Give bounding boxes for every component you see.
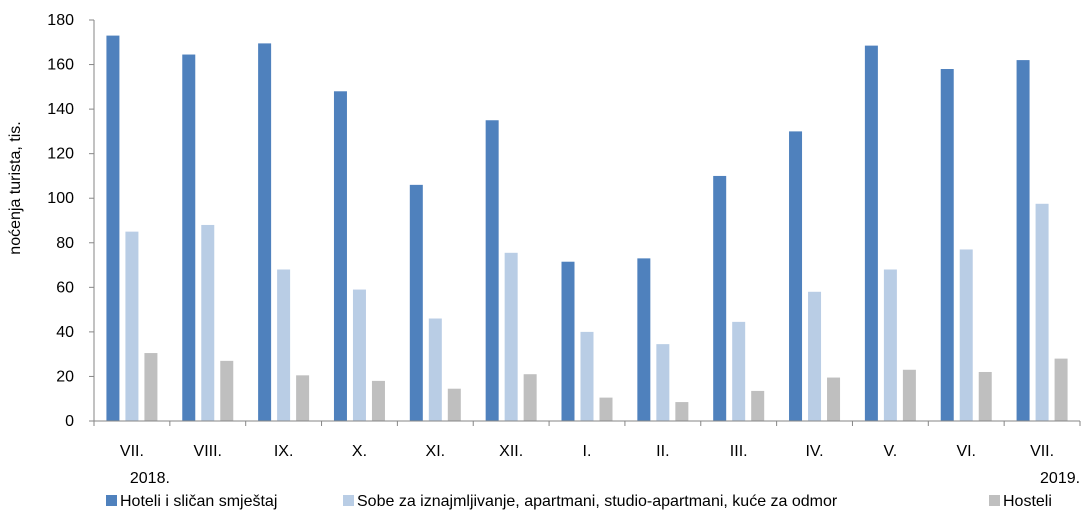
- axes: 0 20 40 60 80 100 120 140 160 180 VII. VIII. IX. X. XI…: [47, 12, 1081, 487]
- bar-series-1: [637, 258, 651, 421]
- y-axis-label: noćenja turista, tis.: [7, 121, 24, 254]
- bar-series-1: [713, 175, 727, 421]
- bar-series-2: [352, 289, 366, 421]
- bar-series-2: [580, 331, 594, 421]
- legend-swatch: [106, 495, 117, 506]
- bar-series-1: [333, 91, 347, 422]
- legend-label: Hoteli i sličan smještaj: [120, 493, 277, 510]
- bar-series-2: [504, 252, 518, 421]
- bar-series-2: [883, 269, 897, 421]
- y-tick-label: 160: [47, 57, 74, 74]
- x-tick-label: I.: [583, 443, 592, 460]
- legend: Hoteli i sličan smještaj Sobe za iznajmlj…: [106, 493, 1052, 510]
- bar-series-2: [959, 249, 973, 421]
- bar-series-3: [751, 390, 765, 421]
- year-label: 2018.: [130, 470, 170, 487]
- bar-series-1: [561, 261, 575, 421]
- bar-series-3: [599, 397, 613, 421]
- bar-series-1: [940, 69, 954, 421]
- plot-area: [106, 35, 1068, 422]
- x-tick-label: IV.: [805, 443, 823, 460]
- x-tick-label: VII.: [120, 443, 144, 460]
- bar-series-1: [1016, 60, 1030, 421]
- bar-series-1: [864, 45, 878, 421]
- bar-series-3: [296, 375, 310, 421]
- bar-series-1: [258, 43, 272, 422]
- x-tick-label: XII.: [499, 443, 523, 460]
- bar-series-3: [1054, 358, 1068, 421]
- y-tick-label: 0: [65, 413, 74, 430]
- bar-series-3: [447, 388, 461, 421]
- y-tick-label: 40: [56, 324, 74, 341]
- x-tick-label: IX.: [274, 443, 294, 460]
- bar-series-1: [182, 54, 196, 422]
- bar-series-1: [409, 184, 423, 421]
- y-tick-label: 100: [47, 190, 74, 207]
- x-tick-label: VIII.: [194, 443, 222, 460]
- bar-series-3: [220, 360, 234, 421]
- legend-swatch: [343, 495, 354, 506]
- bar-series-3: [675, 402, 689, 421]
- bar-series-2: [125, 231, 139, 421]
- year-label: 2019.: [1040, 470, 1080, 487]
- bar-series-3: [144, 353, 158, 421]
- bar-series-3: [827, 377, 841, 421]
- x-tick-label: XI.: [426, 443, 446, 460]
- y-tick-label: 120: [47, 146, 74, 163]
- x-tick-label: III.: [730, 443, 748, 460]
- bar-series-3: [371, 380, 385, 421]
- bar-series-2: [277, 269, 291, 421]
- bar-series-3: [902, 369, 916, 421]
- bar-series-2: [1035, 203, 1049, 421]
- bar-series-3: [523, 374, 537, 421]
- bar-series-1: [485, 120, 499, 421]
- y-tick-label: 20: [56, 368, 74, 385]
- y-tick-label: 80: [56, 235, 74, 252]
- legend-label: Sobe za iznajmljivanje, apartmani, studi…: [357, 493, 838, 510]
- x-tick-label: V.: [884, 443, 898, 460]
- legend-swatch: [989, 495, 1000, 506]
- bar-series-2: [201, 224, 215, 421]
- x-tick-label: VI.: [956, 443, 976, 460]
- bar-series-3: [978, 371, 992, 421]
- y-tick-label: 180: [47, 12, 74, 29]
- bar-series-2: [732, 321, 746, 421]
- x-tick-label: X.: [352, 443, 367, 460]
- y-tick-label: 60: [56, 279, 74, 296]
- x-tick-label: VII.: [1030, 443, 1054, 460]
- bar-series-1: [106, 35, 120, 421]
- x-tick-label: II.: [656, 443, 669, 460]
- bar-series-2: [428, 318, 442, 421]
- y-tick-label: 140: [47, 101, 74, 118]
- bar-series-2: [656, 344, 670, 421]
- legend-label: Hosteli: [1003, 493, 1052, 510]
- bar-series-2: [808, 291, 822, 421]
- bar-series-1: [789, 131, 803, 421]
